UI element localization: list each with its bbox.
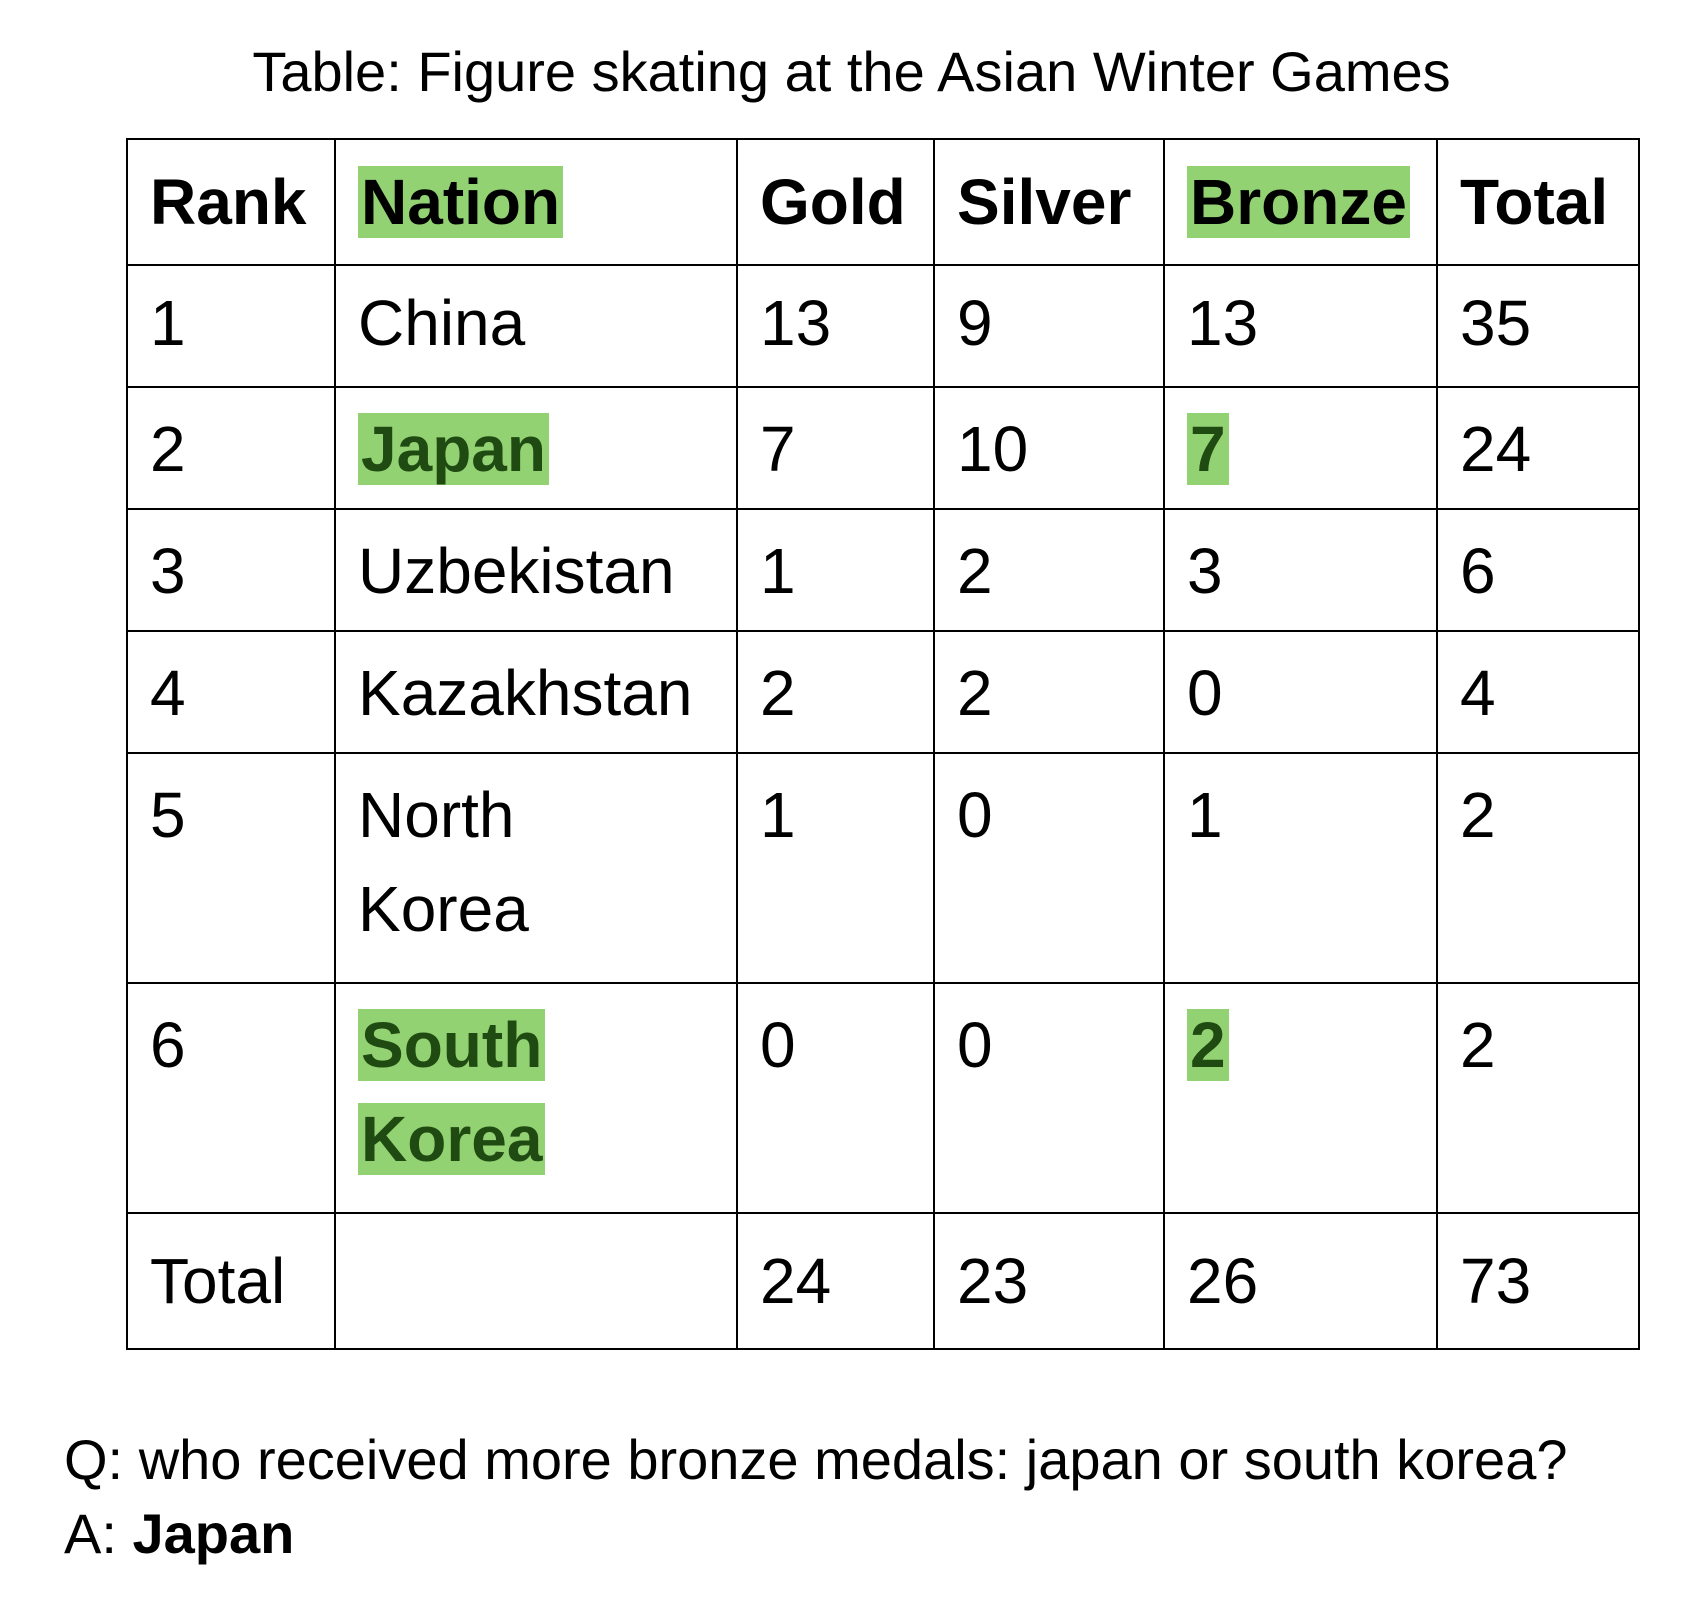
medal-table: Rank Nation Gold Silver Bronze Total 1 C… (126, 138, 1640, 1350)
cell-nation (334, 1212, 738, 1350)
answer-text: Japan (132, 1502, 295, 1565)
cell-nation: North Korea (334, 752, 738, 984)
cell-gold: 7 (736, 386, 935, 510)
table-title: Table: Figure skating at the Asian Winte… (252, 40, 1451, 103)
header-silver: Silver (933, 138, 1165, 266)
total-row: Total 24 23 26 73 (126, 1212, 1640, 1350)
cell-total: 24 (1436, 386, 1640, 510)
cell-nation: Kazakhstan (334, 630, 738, 754)
cell-rank: 2 (126, 386, 336, 510)
header-row: Rank Nation Gold Silver Bronze Total (126, 138, 1640, 266)
cell-gold: 1 (736, 508, 935, 632)
cell-silver: 9 (933, 264, 1165, 388)
cell-rank: 5 (126, 752, 336, 984)
cell-rank: 6 (126, 982, 336, 1214)
cell-bronze: 2 (1163, 982, 1438, 1214)
cell-total: 35 (1436, 264, 1640, 388)
cell-total: 6 (1436, 508, 1640, 632)
question-text: who received more bronze medals: japan o… (138, 1428, 1568, 1491)
table-row: 5 North Korea 1 0 1 2 (126, 752, 1640, 984)
nation-highlight: South Korea (358, 1009, 546, 1175)
cell-silver: 0 (933, 752, 1165, 984)
answer-line: A: Japan (64, 1500, 294, 1568)
cell-gold: 1 (736, 752, 935, 984)
cell-rank: 4 (126, 630, 336, 754)
cell-total: 2 (1436, 752, 1640, 984)
bronze-highlight: 7 (1187, 413, 1229, 485)
cell-bronze: 3 (1163, 508, 1438, 632)
cell-gold: 24 (736, 1212, 935, 1350)
cell-total-label: Total (126, 1212, 336, 1350)
cell-silver: 2 (933, 630, 1165, 754)
question-line: Q: who received more bronze medals: japa… (64, 1426, 1567, 1494)
header-bronze-highlight: Bronze (1187, 166, 1410, 238)
table-row: 2 Japan 7 10 7 24 (126, 386, 1640, 510)
cell-rank: 3 (126, 508, 336, 632)
cell-gold: 2 (736, 630, 935, 754)
table-row: 6 South Korea 0 0 2 2 (126, 982, 1640, 1214)
cell-silver: 2 (933, 508, 1165, 632)
table-row: 3 Uzbekistan 1 2 3 6 (126, 508, 1640, 632)
cell-silver: 10 (933, 386, 1165, 510)
cell-nation: China (334, 264, 738, 388)
answer-prefix: A: (64, 1502, 117, 1565)
question-prefix: Q: (64, 1428, 124, 1491)
cell-bronze: 0 (1163, 630, 1438, 754)
bronze-highlight: 2 (1187, 1009, 1229, 1081)
table-row: 4 Kazakhstan 2 2 0 4 (126, 630, 1640, 754)
cell-bronze: 13 (1163, 264, 1438, 388)
cell-bronze: 7 (1163, 386, 1438, 510)
cell-gold: 0 (736, 982, 935, 1214)
cell-bronze: 1 (1163, 752, 1438, 984)
cell-total: 4 (1436, 630, 1640, 754)
header-rank: Rank (126, 138, 336, 266)
cell-rank: 1 (126, 264, 336, 388)
cell-nation: Japan (334, 386, 738, 510)
cell-bronze: 26 (1163, 1212, 1438, 1350)
table-row: 1 China 13 9 13 35 (126, 264, 1640, 388)
cell-gold: 13 (736, 264, 935, 388)
cell-total: 73 (1436, 1212, 1640, 1350)
header-bronze: Bronze (1163, 138, 1438, 266)
header-nation: Nation (334, 138, 738, 266)
cell-silver: 23 (933, 1212, 1165, 1350)
header-gold: Gold (736, 138, 935, 266)
cell-nation: Uzbekistan (334, 508, 738, 632)
cell-silver: 0 (933, 982, 1165, 1214)
cell-nation: South Korea (334, 982, 738, 1214)
cell-total: 2 (1436, 982, 1640, 1214)
nation-highlight: Japan (358, 413, 549, 485)
header-total: Total (1436, 138, 1640, 266)
header-nation-highlight: Nation (358, 166, 564, 238)
